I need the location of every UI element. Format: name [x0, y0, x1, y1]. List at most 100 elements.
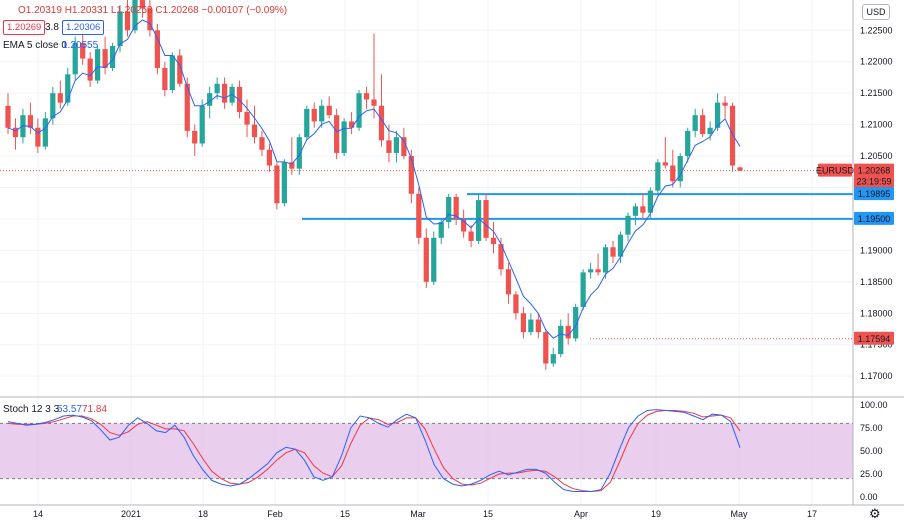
candle-body — [714, 102, 721, 128]
candle-body — [580, 272, 586, 307]
candle-body — [371, 99, 377, 106]
candle-body — [281, 162, 287, 204]
last-price-label-bg — [854, 163, 894, 177]
candle-body — [483, 200, 489, 238]
countdown-label: 23:19:59 — [856, 177, 891, 187]
candle-body — [662, 162, 668, 166]
candle-body — [468, 231, 474, 241]
candle-body — [423, 237, 429, 282]
time-tick-label: 14 — [33, 509, 43, 519]
stoch-tick-label: 75.00 — [860, 423, 883, 433]
candle-body — [147, 8, 153, 31]
stoch-d-line — [7, 410, 741, 493]
level-2-label-bg — [854, 211, 894, 225]
time-tick-label: 2021 — [121, 509, 141, 519]
candle-body — [453, 196, 459, 219]
candle-body — [319, 105, 325, 122]
candle-body — [670, 165, 676, 182]
grid-lines — [0, 0, 853, 505]
price-tick-label: 1.22000 — [860, 57, 893, 67]
price-axis[interactable]: 1.225001.220001.215001.210001.205001.200… — [860, 25, 893, 381]
candle-body — [251, 124, 258, 138]
candle-body — [490, 237, 497, 245]
time-axis[interactable]: 14 2021 18 Feb 15 Mar 15 Apr 19 May 17 — [33, 509, 817, 519]
stoch-tick-label: 50.00 — [860, 446, 883, 456]
candle-body — [461, 218, 467, 232]
candle-body — [244, 112, 250, 125]
countdown-label-bg — [854, 174, 894, 188]
candle-body — [707, 127, 713, 135]
candle-body — [199, 105, 205, 144]
ema-line — [7, 19, 741, 339]
time-tick-label: Mar — [410, 509, 426, 519]
candle-body — [587, 269, 594, 273]
candle-body — [124, 11, 131, 31]
candle-body — [431, 237, 437, 282]
candle-body — [57, 93, 63, 103]
candle-body — [27, 115, 34, 128]
candle-body — [117, 11, 123, 47]
candle-body — [162, 68, 168, 91]
level-1-label-bg — [854, 187, 894, 201]
candle-body — [595, 269, 601, 273]
candle-body — [289, 162, 295, 169]
candle-body — [259, 137, 265, 150]
candle-body — [438, 222, 444, 238]
stoch-tick-label: 25.00 — [860, 469, 883, 479]
settings-gear-icon[interactable]: ⚙ — [869, 506, 881, 521]
price-tick-label: 1.21000 — [860, 120, 893, 130]
candle-body — [475, 200, 482, 241]
candle-body — [558, 325, 564, 355]
buy-button[interactable]: 1.20306 — [62, 20, 105, 35]
candle-body — [520, 313, 527, 333]
candle-body — [729, 105, 736, 166]
stoch-axis[interactable]: 100.00 75.00 50.00 25.00 0.00 — [860, 400, 888, 502]
candle-body — [192, 130, 198, 144]
candle-body — [565, 325, 571, 339]
candle-body — [617, 234, 624, 257]
price-tick-label: 1.17000 — [860, 371, 893, 381]
candle-body — [72, 42, 78, 75]
candle-body — [334, 115, 340, 153]
candle-body — [513, 294, 519, 314]
ema-legend[interactable]: EMA 5 close 0 — [3, 40, 67, 51]
candle-body — [573, 306, 579, 339]
stoch-legend[interactable]: Stoch 12 3 3 — [3, 404, 60, 415]
symbol-label: EURUSD — [816, 166, 855, 176]
candle-body — [296, 137, 302, 169]
price-tick-label: 1.20500 — [860, 151, 893, 161]
time-tick-label: 18 — [198, 509, 208, 519]
candle-body — [221, 83, 228, 103]
candle-body — [5, 105, 11, 128]
candle-body — [625, 215, 631, 235]
candle-body — [132, 0, 138, 31]
price-tick-label: 1.18500 — [860, 277, 893, 287]
stoch-k-value: 53.57 — [57, 404, 83, 415]
sell-button[interactable]: 1.20269 — [3, 20, 46, 35]
candle-body — [393, 137, 400, 153]
ohlc-readout: O1.20319 H1.20331 L1.20258 C1.20268 −0.0… — [18, 5, 288, 16]
candle-body — [65, 74, 71, 103]
candle-body — [266, 149, 273, 166]
candle-body — [416, 193, 422, 238]
candle-body — [214, 83, 220, 94]
candlesticks — [5, 0, 743, 370]
price-tick-label: 1.19000 — [860, 245, 893, 255]
time-tick-label: Apr — [574, 509, 588, 519]
candle-body — [692, 115, 698, 131]
candle-body — [677, 156, 683, 182]
candle-body — [543, 332, 549, 364]
candle-body — [139, 0, 146, 9]
level-3-label: 1.17594 — [858, 334, 891, 344]
candle-body — [535, 319, 541, 333]
price-tick-label: 1.22500 — [860, 25, 893, 35]
candle-body — [446, 196, 452, 223]
candle-body — [640, 206, 646, 213]
currency-button[interactable]: USD — [862, 4, 890, 20]
candle-body — [356, 93, 362, 128]
candle-body — [169, 55, 175, 91]
symbol-label-bg — [818, 163, 852, 177]
candle-body — [154, 30, 161, 69]
price-tick-label: 1.18000 — [860, 308, 893, 318]
